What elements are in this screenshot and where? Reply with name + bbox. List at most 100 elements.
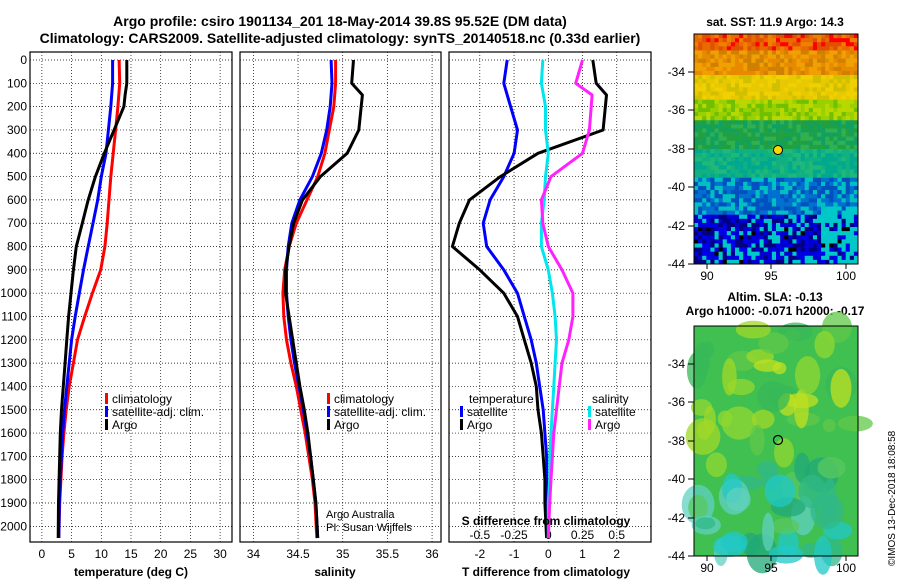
sst-cell — [694, 243, 699, 248]
sst-cell — [800, 107, 805, 113]
sst-cell — [829, 124, 834, 129]
sst-cell — [780, 185, 785, 191]
sst-cell — [792, 120, 797, 125]
sst-cell — [747, 190, 752, 195]
sst-cell — [755, 99, 760, 105]
sst-cell — [845, 75, 851, 80]
sst-cell — [702, 70, 707, 76]
sst-cell — [796, 91, 801, 96]
sst-cell — [755, 120, 760, 125]
sla-blob — [771, 518, 800, 535]
sst-cell — [808, 218, 814, 224]
sst-cell — [706, 70, 711, 76]
sst-cell — [771, 165, 777, 170]
sst-cell — [792, 165, 797, 170]
sst-cell — [853, 247, 859, 252]
sst-cell — [714, 190, 719, 195]
sst-cell — [759, 95, 764, 101]
sst-cell — [702, 181, 707, 187]
sst-cell — [808, 181, 814, 187]
sst-cell — [710, 214, 715, 220]
sst-cell — [792, 198, 797, 203]
sst-cell — [792, 91, 797, 96]
sst-cell — [784, 149, 789, 154]
sst-cell — [804, 54, 810, 59]
sst-cell — [776, 247, 781, 252]
sst-cell — [706, 79, 711, 84]
sst-cell — [812, 210, 818, 216]
sst-cell — [747, 38, 752, 43]
sst-cell — [784, 83, 789, 88]
difference-series-salinity-satellite — [539, 59, 558, 538]
sst-cell — [841, 91, 846, 96]
sst-cell — [730, 222, 736, 228]
sst-cell — [714, 42, 719, 47]
sst-cell — [804, 181, 810, 187]
sst-cell — [751, 173, 756, 179]
sla-blob — [722, 358, 737, 396]
sst-cell — [776, 198, 781, 203]
lat-tick-label: -34 — [668, 65, 686, 79]
sst-cell — [767, 120, 773, 125]
sst-cell — [841, 243, 846, 248]
sst-cell — [706, 169, 711, 174]
sst-cell — [784, 79, 789, 84]
sst-cell — [718, 62, 723, 68]
sst-cell — [735, 190, 740, 195]
imos-credit-text: ©IMOS 13-Dec-2018 18:08:58 — [887, 430, 898, 566]
sst-cell — [788, 153, 793, 158]
sst-cell — [780, 91, 785, 96]
sst-cell — [849, 161, 855, 166]
sst-cell — [730, 75, 736, 80]
sst-cell — [776, 87, 781, 92]
sst-cell — [714, 112, 719, 117]
sst-cell — [730, 54, 736, 59]
sst-cell — [808, 161, 814, 166]
sst-cell — [776, 66, 781, 72]
sst-cell — [821, 132, 826, 137]
sst-cell — [755, 165, 760, 170]
sst-cell — [837, 70, 842, 76]
sst-cell — [763, 177, 769, 183]
sst-cell — [812, 153, 818, 158]
sst-cell — [698, 157, 703, 162]
sst-cell — [710, 136, 715, 142]
sst-cell — [698, 95, 703, 101]
sst-cell — [833, 120, 838, 125]
salinity-legend: climatology satellite-adj. clim. Argo Ar… — [326, 392, 426, 534]
sst-cell — [825, 54, 830, 59]
sst-cell — [829, 231, 834, 236]
sst-cell — [780, 157, 785, 162]
sst-cell — [743, 185, 748, 191]
sst-cell — [706, 235, 711, 240]
sst-cell — [763, 181, 769, 187]
sst-cell — [800, 206, 805, 211]
sst-cell — [718, 144, 723, 150]
sst-cell — [710, 62, 715, 68]
sst-cell — [735, 62, 740, 68]
sst-cell — [755, 70, 760, 76]
sst-cell — [837, 214, 842, 220]
sst-cell — [788, 235, 793, 240]
sst-cell — [751, 169, 756, 174]
sst-cell — [780, 153, 785, 158]
sst-cell — [743, 83, 748, 88]
sst-cell — [718, 231, 723, 236]
sst-cell — [759, 161, 764, 166]
sst-cell — [739, 218, 744, 224]
sst-cell — [804, 46, 810, 51]
lon-tick-label: 90 — [700, 561, 714, 575]
sst-cell — [812, 198, 818, 203]
sst-cell — [751, 132, 756, 137]
sst-cell — [710, 173, 715, 179]
sst-cell — [702, 62, 707, 68]
sst-cell — [849, 87, 855, 92]
sst-cell — [730, 153, 736, 158]
sst-cell — [759, 157, 764, 162]
sst-cell — [817, 42, 822, 47]
sst-cell — [825, 66, 830, 72]
sst-cell — [788, 255, 793, 261]
sst-cell — [735, 95, 740, 101]
sst-cell — [792, 194, 797, 199]
sst-cell — [780, 194, 785, 199]
